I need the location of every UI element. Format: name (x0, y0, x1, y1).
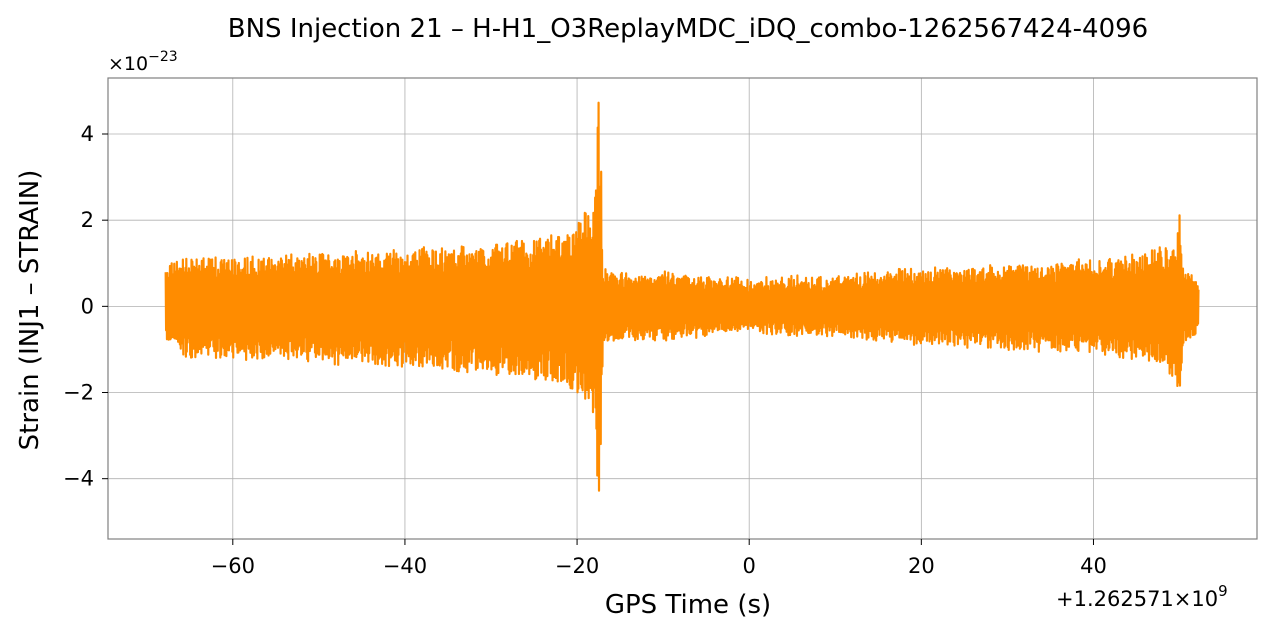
x-axis-label: GPS Time (s) (605, 590, 771, 620)
y-tick-label: 0 (81, 294, 94, 318)
x-tick-label: −40 (383, 554, 427, 578)
plot-frame (107, 77, 1258, 540)
strain-series-line (164, 101, 1200, 492)
x-tick-label: −60 (211, 554, 255, 578)
y-tick-label: 4 (81, 122, 94, 146)
x-tick-label: −20 (555, 554, 599, 578)
y-multiplier: ×10−23 (108, 49, 178, 75)
x-tick-label: 40 (1080, 554, 1107, 578)
y-tick-label: −4 (63, 467, 94, 491)
y-axis-label: Strain (INJ1 – STRAIN) (15, 170, 45, 451)
x-offset-exponent: 9 (1218, 582, 1228, 600)
chart-title: BNS Injection 21 – H-H1_O3ReplayMDC_iDQ_… (228, 14, 1148, 44)
x-offset: +1.262571×109 (1056, 582, 1228, 611)
x-tick-label: 0 (743, 554, 756, 578)
y-tick-label: 2 (81, 208, 94, 232)
x-tick-label: 20 (908, 554, 935, 578)
y-tick-label: −2 (63, 381, 94, 405)
x-offset-base: +1.262571×10 (1056, 587, 1218, 611)
data-layer (164, 101, 1200, 492)
y-multiplier-base: ×10 (108, 53, 148, 75)
y-multiplier-exponent: −23 (148, 49, 178, 65)
